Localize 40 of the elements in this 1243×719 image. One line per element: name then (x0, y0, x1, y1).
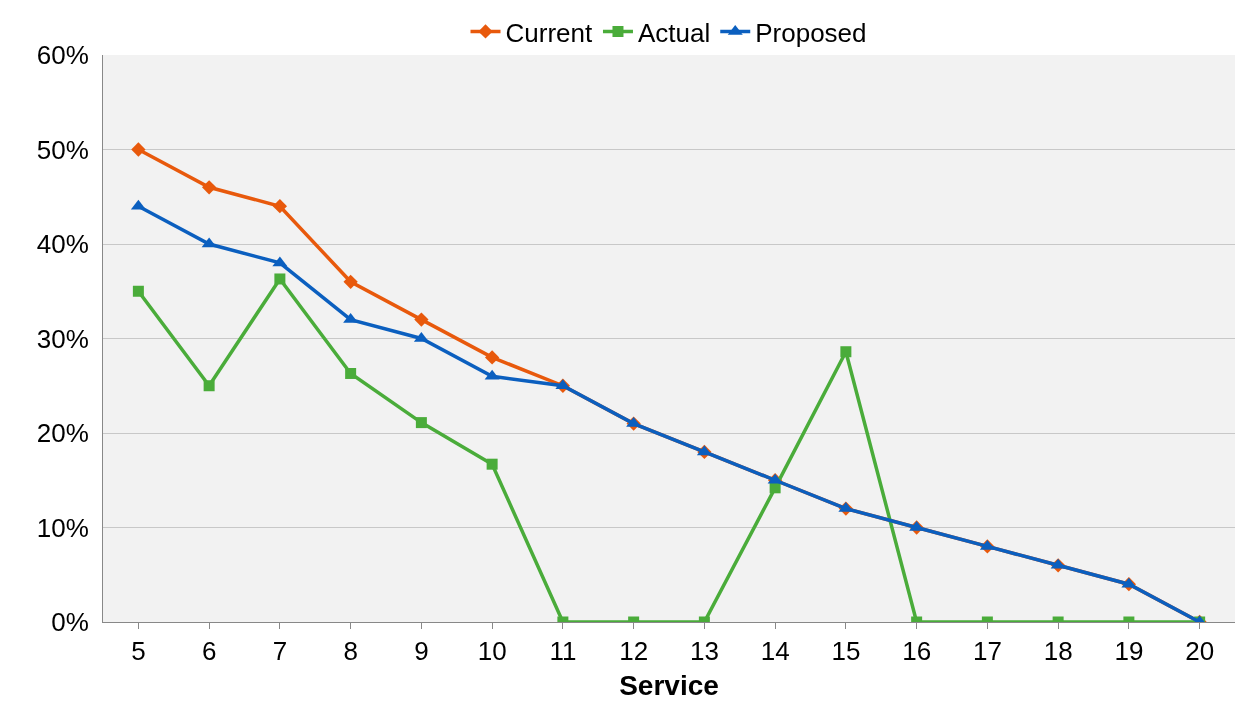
x-tick-label: 9 (414, 636, 429, 667)
x-tick-label: 16 (902, 636, 932, 667)
point (345, 367, 357, 379)
y-tick-label: 40% (36, 229, 89, 260)
point (203, 380, 215, 392)
point (840, 346, 852, 358)
x-tick-label: 13 (689, 636, 719, 667)
x-tick-label: 12 (619, 636, 649, 667)
point (415, 417, 427, 429)
y-tick-label: 30% (36, 323, 89, 354)
point (343, 274, 358, 289)
point (414, 312, 429, 327)
y-tick-label: 10% (36, 512, 89, 543)
point (272, 199, 288, 214)
x-tick-label: 7 (272, 636, 288, 667)
point (131, 142, 146, 157)
point (486, 458, 498, 470)
legend-label: Proposed (755, 17, 867, 48)
y-tick-label: 60% (36, 40, 89, 71)
x-tick-label: 20 (1185, 636, 1215, 667)
y-tick-label: 0% (51, 607, 89, 638)
point (201, 180, 217, 195)
x-axis-title: Service (619, 670, 719, 702)
x-tick-label: 5 (131, 636, 146, 667)
x-tick-label: 14 (760, 636, 790, 667)
y-tick-label: 50% (36, 134, 89, 165)
point (484, 350, 500, 365)
x-tick-label: 10 (477, 636, 507, 667)
x-tick-label: 8 (343, 636, 358, 667)
point (132, 285, 144, 297)
x-tick-label: 15 (831, 636, 861, 667)
point (274, 273, 286, 285)
x-tick-label: 11 (549, 636, 577, 667)
x-tick-label: 19 (1114, 636, 1144, 667)
legend-label: Current (505, 17, 593, 48)
x-tick-label: 18 (1043, 636, 1073, 667)
y-tick-label: 20% (36, 418, 89, 449)
x-tick-label: 17 (972, 636, 1002, 667)
x-tick-label: 6 (201, 636, 217, 667)
legend-label: Actual (637, 17, 711, 48)
